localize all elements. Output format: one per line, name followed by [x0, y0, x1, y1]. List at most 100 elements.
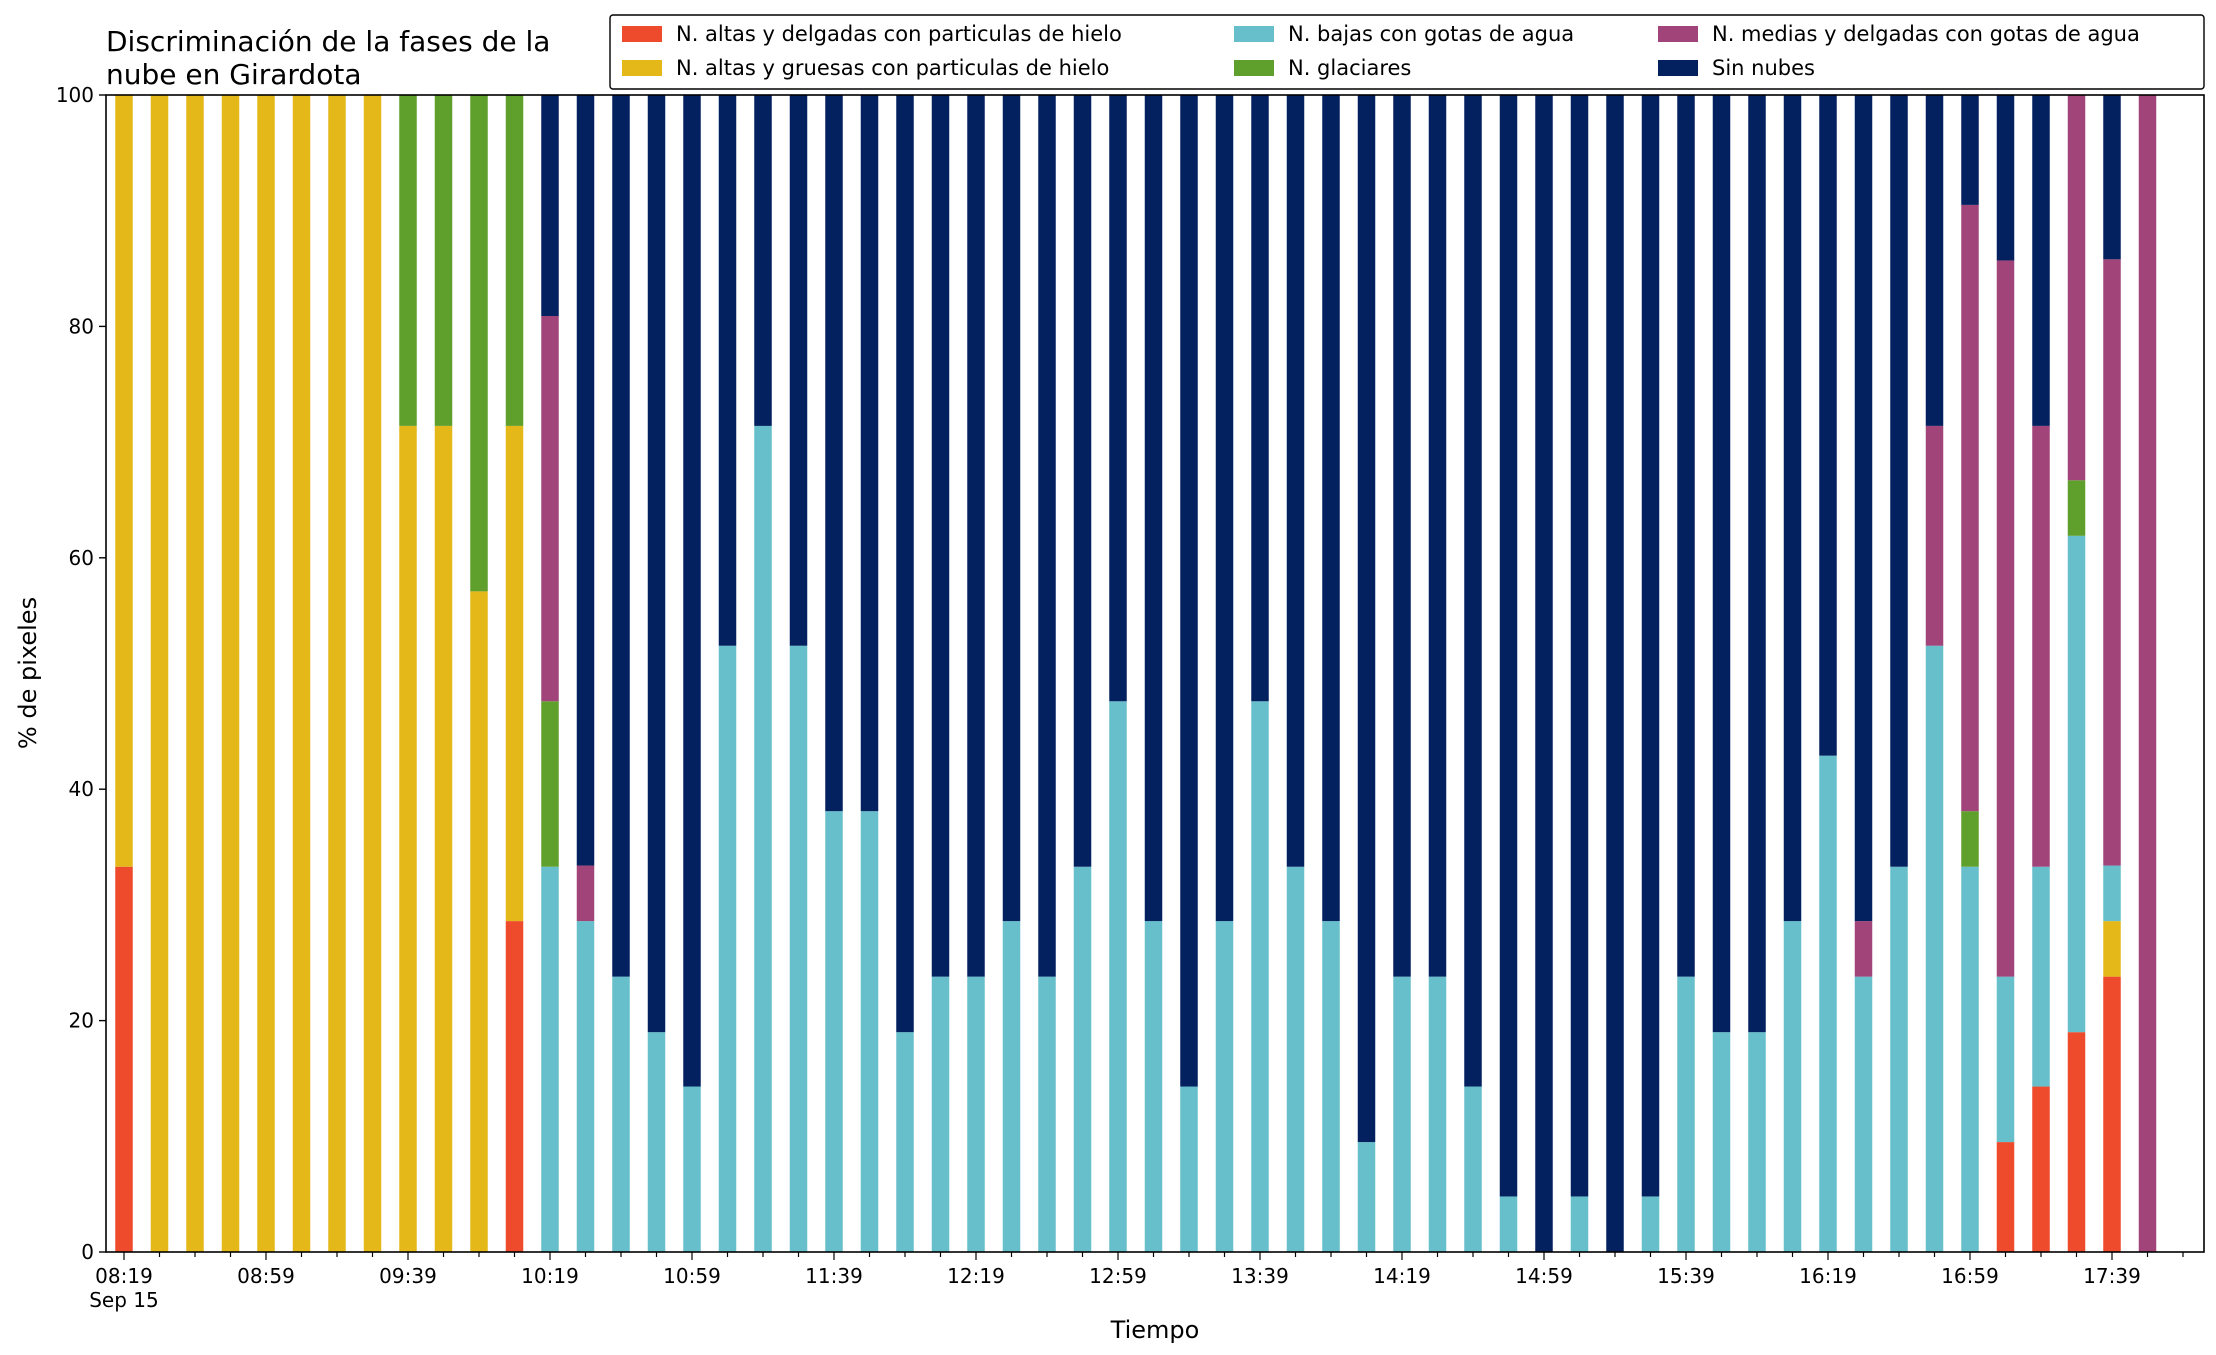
bar-segment	[1357, 1142, 1376, 1252]
bar-segment	[150, 95, 169, 1252]
bar-segment	[931, 95, 950, 977]
bar-segment	[612, 95, 630, 977]
bar-segment	[541, 315, 559, 702]
bar-segment	[1251, 701, 1269, 1252]
bar-segment	[186, 95, 204, 1252]
bar-segment	[1570, 95, 1589, 1197]
x-tick-label: 16:59	[1941, 1264, 1999, 1288]
bar-segment	[1002, 921, 1021, 1252]
bar-segment	[505, 95, 524, 426]
bar-segment	[1215, 921, 1234, 1252]
bar-segment	[1854, 976, 1873, 1252]
bar-segment	[1570, 1196, 1589, 1252]
y-tick-label: 60	[69, 546, 94, 570]
bar-segment	[1890, 95, 1908, 867]
bar-segment	[825, 811, 843, 1252]
bar-segment	[860, 811, 879, 1252]
bar-segment	[1180, 1086, 1198, 1252]
bar-segment	[1783, 921, 1802, 1252]
x-tick-label: 10:19	[521, 1264, 579, 1288]
bar-segment	[1535, 95, 1553, 1252]
x-tick-sublabel: Sep 15	[89, 1288, 159, 1312]
bar-segment	[1996, 1142, 2015, 1252]
bar-segment	[1002, 95, 1021, 922]
bar-segment	[434, 425, 453, 1252]
bar-segment	[1393, 976, 1411, 1252]
bar-segment	[1712, 1032, 1731, 1252]
bar-segment	[2103, 976, 2121, 1252]
bar-segment	[434, 95, 453, 426]
bar-segment	[647, 1032, 666, 1252]
x-tick-label: 13:39	[1231, 1264, 1289, 1288]
y-tick-label: 40	[69, 777, 94, 801]
plot-frame	[105, 94, 2205, 1253]
bar-segment	[1996, 260, 2015, 977]
bar-segment	[399, 95, 417, 426]
bar-segment	[2103, 921, 2121, 977]
y-tick-label: 100	[56, 83, 94, 107]
bar-segment	[1996, 976, 2015, 1143]
bar-segment	[257, 95, 275, 1252]
bar-segment	[967, 976, 985, 1252]
bar-segment	[1428, 95, 1447, 977]
legend-label: N. altas y gruesas con particulas de hie…	[676, 56, 1109, 80]
bar-segment	[1357, 95, 1376, 1143]
bar-segment	[541, 701, 559, 867]
bar-segment	[1038, 976, 1056, 1252]
bar-segment	[576, 921, 595, 1252]
bar-segment	[2103, 865, 2121, 922]
y-axis-label: % de pixeles	[14, 597, 42, 749]
bar-segment	[363, 95, 382, 1252]
bar-segment	[1712, 95, 1731, 1033]
bar-segment	[683, 95, 701, 1087]
bar-segment	[1677, 95, 1695, 977]
bar-segment	[1322, 95, 1340, 922]
bar-segment	[754, 95, 772, 426]
bar-segment	[931, 976, 950, 1252]
bar-segment	[115, 95, 133, 867]
bar-segment	[1109, 701, 1127, 1252]
bar-segment	[1854, 95, 1873, 922]
chart-title-line-2: nube en Girardota	[106, 58, 361, 91]
bar-segment	[1961, 866, 1979, 1252]
y-tick-label: 0	[81, 1240, 94, 1264]
legend-label: N. bajas con gotas de agua	[1288, 22, 1574, 46]
bar-segment	[470, 591, 488, 1252]
bar-segment	[2067, 535, 2086, 1033]
bar-segment	[1606, 95, 1624, 1252]
legend-label: Sin nubes	[1712, 56, 1815, 80]
bar-segment	[1677, 976, 1695, 1252]
bar-segment	[2067, 1032, 2086, 1252]
bar-segment	[2103, 259, 2121, 866]
bar-segment	[328, 95, 346, 1252]
legend-swatch	[1234, 60, 1274, 76]
x-tick-label: 11:39	[805, 1264, 863, 1288]
x-tick-label: 10:59	[663, 1264, 721, 1288]
y-tick-label: 20	[69, 1009, 94, 1033]
x-tick-label: 16:19	[1799, 1264, 1857, 1288]
x-tick-label: 12:19	[947, 1264, 1005, 1288]
legend-label: N. medias y delgadas con gotas de agua	[1712, 22, 2140, 46]
bar-segment	[1925, 95, 1944, 426]
bar-segment	[1961, 204, 1979, 812]
bar-segment	[576, 95, 595, 866]
bar-segment	[1215, 95, 1234, 922]
x-tick-label: 08:59	[237, 1264, 295, 1288]
x-tick-label: 17:39	[2083, 1264, 2141, 1288]
y-axis: 0 20 40 60 80 100	[56, 83, 106, 1264]
x-axis: 08:19 08:59 09:39 10:19 10:59 11:39 12:19 12:59…	[89, 1252, 2184, 1312]
bar-segment	[505, 425, 524, 922]
legend-box	[609, 14, 2205, 90]
bar-segment	[1890, 866, 1908, 1252]
legend-label: N. glaciares	[1288, 56, 1411, 80]
bar-segment	[292, 95, 311, 1252]
bar-segment	[115, 866, 133, 1252]
x-tick-label: 09:39	[379, 1264, 437, 1288]
bar-segment	[1144, 95, 1163, 922]
bar-segment	[612, 976, 630, 1252]
bar-segment	[896, 1032, 914, 1252]
legend-swatch	[622, 26, 662, 42]
bar-segment	[1286, 866, 1305, 1252]
bar-segment	[1322, 921, 1340, 1252]
bar-segment	[1499, 95, 1518, 1197]
